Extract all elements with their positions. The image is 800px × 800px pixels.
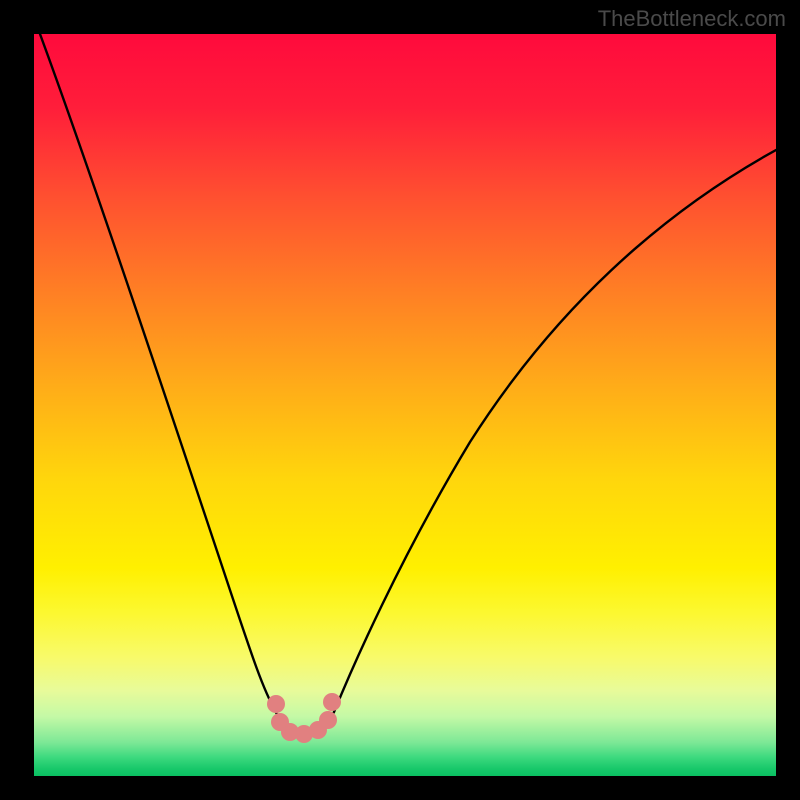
- marker-dot: [267, 695, 285, 713]
- marker-dot: [323, 693, 341, 711]
- marker-dot: [319, 711, 337, 729]
- plot-area: [34, 34, 776, 776]
- watermark-text: TheBottleneck.com: [598, 6, 786, 32]
- curve-overlay: [34, 34, 776, 776]
- marker-group: [267, 693, 341, 743]
- chart-container: TheBottleneck.com: [0, 0, 800, 800]
- bottleneck-curve: [40, 34, 776, 733]
